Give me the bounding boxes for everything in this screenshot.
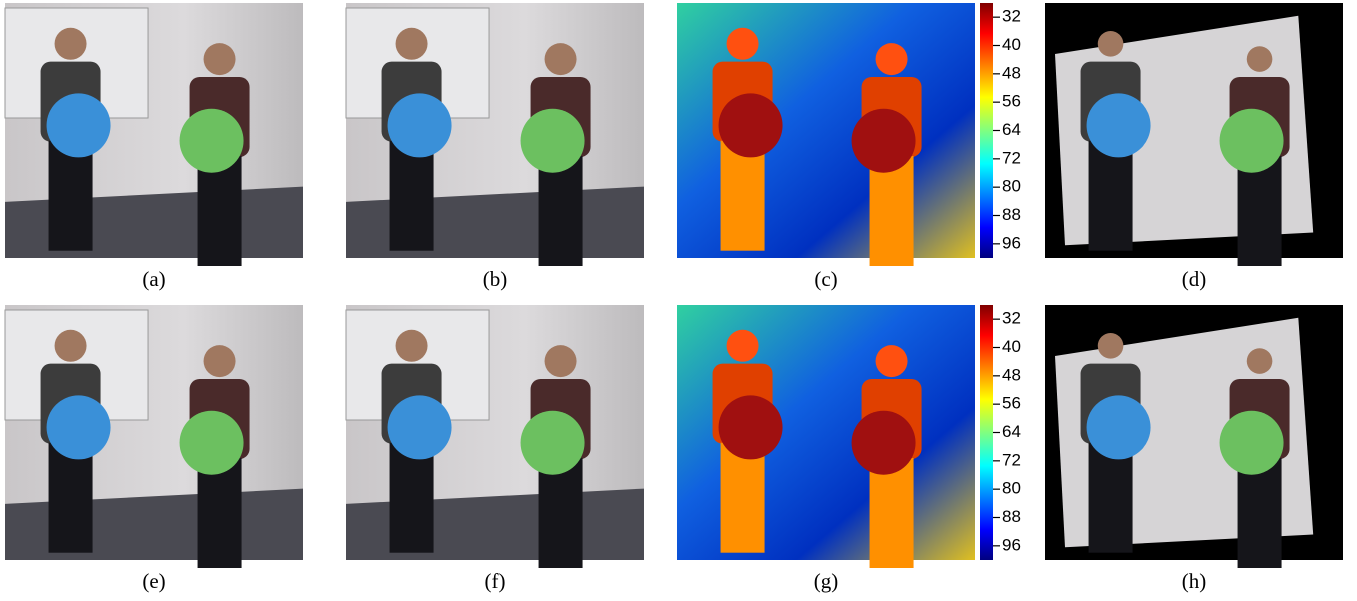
panel-label: (b)	[483, 267, 508, 291]
colorbar-tick-label: 32	[1002, 309, 1021, 328]
head	[55, 330, 87, 362]
legs	[539, 156, 583, 266]
panel	[1045, 305, 1343, 568]
panel-label: (d)	[1182, 267, 1207, 291]
ball	[521, 411, 585, 475]
colorbar-tick-label: 72	[1002, 148, 1021, 167]
legs	[721, 141, 765, 251]
figure: (a) (b) 32 40 48 56 64 72 80 88 96 (c) (d) (e) (f) 32 40…	[0, 0, 1357, 601]
head	[204, 43, 236, 75]
head	[876, 345, 908, 377]
head	[545, 345, 577, 377]
colorbar	[980, 3, 993, 258]
head	[1098, 31, 1124, 57]
panel-label: (f)	[485, 569, 506, 593]
panel	[677, 3, 975, 266]
legs	[198, 458, 242, 568]
panel	[346, 3, 644, 266]
colorbar-tick-label: 96	[1002, 233, 1021, 252]
legs	[49, 141, 93, 251]
head	[204, 345, 236, 377]
legs	[539, 458, 583, 568]
panel-label: (a)	[142, 267, 165, 291]
colorbar-tick-label: 72	[1002, 450, 1021, 469]
panel	[5, 305, 303, 568]
head	[1098, 333, 1124, 359]
legs	[198, 156, 242, 266]
panel	[677, 305, 975, 568]
head	[1247, 348, 1273, 374]
colorbar-tick-label: 48	[1002, 365, 1021, 384]
panel	[1045, 3, 1343, 266]
ball	[1087, 395, 1151, 459]
legs	[721, 443, 765, 553]
head	[55, 28, 87, 60]
legs	[390, 443, 434, 553]
ball	[388, 93, 452, 157]
legs	[1089, 141, 1133, 251]
head	[396, 28, 428, 60]
colorbar-tick-label: 96	[1002, 535, 1021, 554]
ball	[180, 411, 244, 475]
colorbar-tick-label: 56	[1002, 394, 1021, 413]
head	[876, 43, 908, 75]
head	[727, 28, 759, 60]
ball	[47, 93, 111, 157]
legs	[1238, 156, 1282, 266]
ball	[1220, 411, 1284, 475]
legs	[49, 443, 93, 553]
panel-label: (e)	[142, 569, 165, 593]
panel-label: (g)	[814, 569, 839, 593]
ball	[180, 109, 244, 173]
colorbar-tick-label: 48	[1002, 63, 1021, 82]
ball	[719, 395, 783, 459]
panel	[346, 305, 644, 568]
colorbar-tick-label: 32	[1002, 7, 1021, 26]
legs	[1089, 443, 1133, 553]
ball	[719, 93, 783, 157]
head	[1247, 46, 1273, 72]
colorbar-tick-label: 40	[1002, 35, 1021, 54]
ball	[852, 109, 916, 173]
ball	[1087, 93, 1151, 157]
ball	[47, 395, 111, 459]
colorbar-tick-label: 88	[1002, 507, 1021, 526]
colorbar-tick-label: 80	[1002, 479, 1021, 498]
legs	[1238, 458, 1282, 568]
panel-label: (h)	[1182, 569, 1207, 593]
colorbar	[980, 305, 993, 560]
head	[396, 330, 428, 362]
legs	[870, 156, 914, 266]
colorbar-tick-label: 40	[1002, 337, 1021, 356]
colorbar-tick-label: 64	[1002, 120, 1021, 139]
ball	[1220, 109, 1284, 173]
head	[727, 330, 759, 362]
legs	[870, 458, 914, 568]
panel	[5, 3, 303, 266]
legs	[390, 141, 434, 251]
colorbar-tick-label: 80	[1002, 177, 1021, 196]
head	[545, 43, 577, 75]
ball	[852, 411, 916, 475]
colorbar-tick-label: 56	[1002, 92, 1021, 111]
ball	[521, 109, 585, 173]
colorbar-tick-label: 64	[1002, 422, 1021, 441]
colorbar-tick-label: 88	[1002, 205, 1021, 224]
panel-label: (c)	[814, 267, 837, 291]
ball	[388, 395, 452, 459]
